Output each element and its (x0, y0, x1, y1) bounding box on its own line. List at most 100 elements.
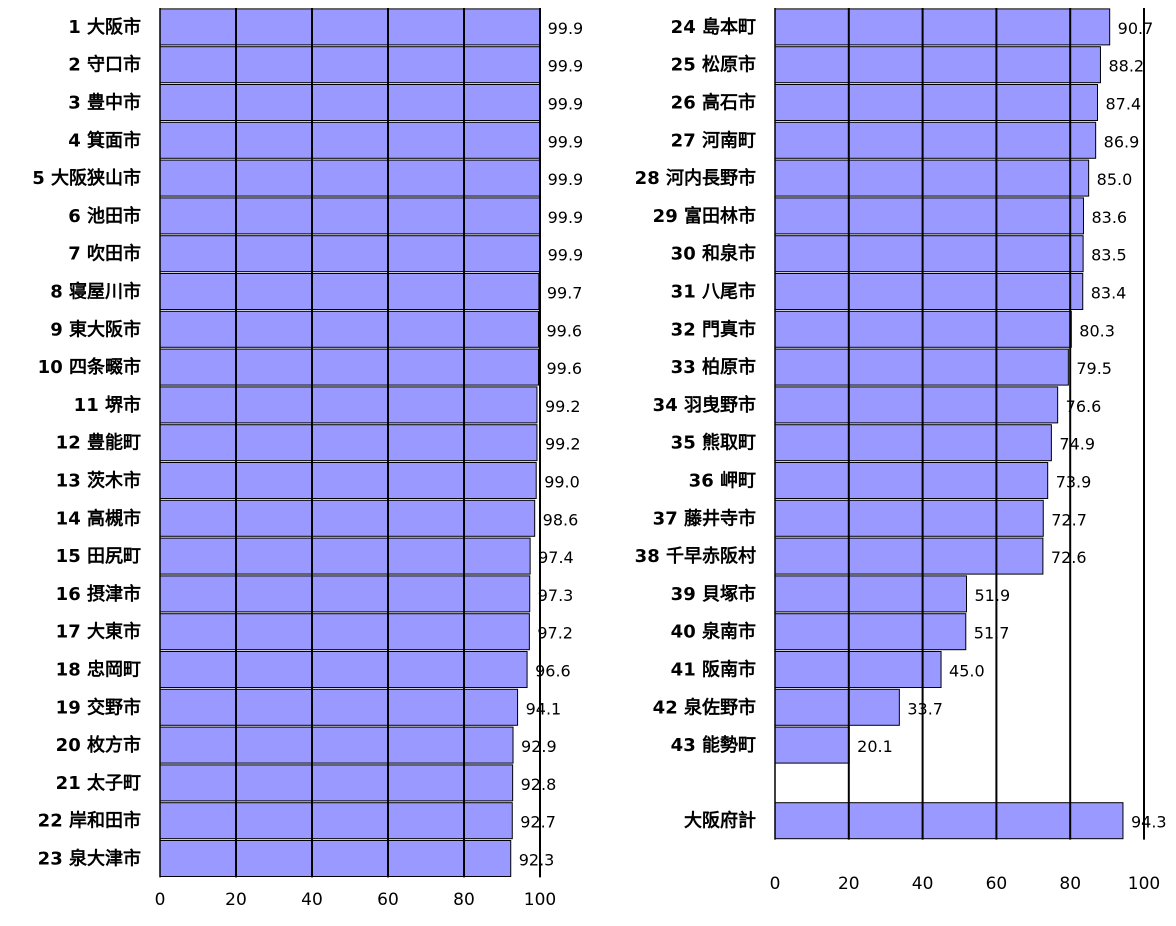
bar (774, 499, 1044, 537)
data-label: 99.9 (548, 208, 584, 227)
x-tick-label: 0 (770, 874, 781, 894)
category-label: 10 四条畷市 (38, 356, 141, 378)
category-label: 18 忠岡町 (56, 660, 141, 681)
data-label: 98.6 (543, 510, 579, 529)
x-tick-label: 40 (301, 890, 323, 910)
data-label: 99.9 (548, 132, 584, 151)
bar (774, 121, 1097, 159)
bar (159, 121, 541, 159)
category-label: 31 八尾市 (671, 281, 756, 303)
data-label: 51.7 (974, 624, 1010, 643)
bar (159, 537, 531, 575)
data-label: 88.2 (1108, 57, 1144, 76)
bar (159, 386, 538, 424)
data-label: 86.9 (1104, 132, 1140, 151)
category-label: 7 吹田市 (68, 243, 141, 265)
category-label: 30 和泉市 (671, 243, 756, 265)
data-label: 99.2 (545, 397, 581, 416)
bar (774, 726, 850, 764)
category-label: 12 豊能町 (56, 432, 141, 454)
data-label: 99.2 (545, 435, 581, 454)
bar (159, 273, 540, 310)
bar (774, 8, 1111, 46)
x-tick-label: 100 (1128, 874, 1160, 894)
x-tick-label: 40 (912, 874, 934, 894)
category-label: 1 大阪市 (68, 16, 141, 38)
data-label: 99.9 (548, 57, 584, 76)
bar (159, 159, 541, 197)
bar (159, 8, 541, 46)
data-label: 97.4 (538, 548, 574, 567)
category-label: 43 能勢町 (671, 734, 756, 756)
category-label: 41 阪南市 (671, 659, 756, 681)
category-label: 32 門真市 (671, 318, 756, 340)
bar (774, 575, 968, 613)
x-tick-label: 80 (453, 890, 475, 910)
category-label: 11 堺市 (74, 394, 141, 416)
category-label: 29 富田林市 (653, 205, 756, 227)
data-label: 94.3 (1131, 813, 1167, 832)
category-label: 大阪府計 (684, 810, 756, 832)
data-label: 83.5 (1091, 246, 1127, 265)
data-label: 33.7 (907, 699, 943, 718)
category-label: 16 摂津市 (56, 583, 141, 605)
bar (159, 613, 530, 651)
bar (159, 651, 528, 688)
category-label: 36 岬町 (689, 471, 756, 492)
category-label: 28 河内長野市 (635, 167, 756, 189)
data-label: 92.3 (519, 851, 555, 870)
category-label: 38 千早赤阪村 (635, 545, 756, 567)
data-label: 51.9 (975, 586, 1011, 605)
bar (159, 348, 539, 386)
category-label: 39 貝塚市 (671, 583, 756, 605)
category-label: 34 羽曳野市 (653, 394, 756, 416)
category-label: 21 太子町 (56, 772, 141, 794)
category-label: 6 池田市 (68, 205, 141, 227)
data-label: 87.4 (1106, 95, 1142, 114)
category-label: 20 枚方市 (56, 734, 141, 756)
data-label: 92.7 (520, 813, 556, 832)
category-label: 22 岸和田市 (38, 810, 141, 832)
category-label: 42 泉佐野市 (653, 696, 756, 718)
data-label: 72.6 (1051, 548, 1087, 567)
data-label: 85.0 (1097, 170, 1133, 189)
category-label: 27 河南町 (671, 129, 756, 151)
category-label: 14 高槻市 (56, 507, 141, 529)
x-tick-label: 20 (225, 890, 247, 910)
data-label: 45.0 (949, 662, 985, 681)
data-label: 99.9 (548, 19, 584, 38)
x-tick-label: 80 (1059, 874, 1081, 894)
data-label: 99.6 (546, 359, 582, 378)
bar (159, 802, 513, 840)
data-label: 99.0 (544, 473, 580, 492)
data-label: 80.3 (1079, 321, 1115, 340)
category-label: 15 田尻町 (56, 546, 141, 567)
category-label: 33 柏原市 (671, 356, 756, 378)
category-label: 17 大東市 (56, 621, 141, 643)
data-label: 99.9 (548, 246, 584, 265)
bar (774, 46, 1101, 84)
data-label: 97.2 (537, 624, 573, 643)
data-label: 73.9 (1056, 473, 1092, 492)
x-tick-label: 60 (377, 890, 399, 910)
data-label: 99.9 (548, 170, 584, 189)
bar (774, 159, 1090, 197)
data-label: 92.9 (521, 737, 557, 756)
bar (159, 46, 541, 84)
bar (774, 386, 1059, 424)
bar (774, 537, 1044, 575)
category-label: 25 松原市 (671, 54, 756, 76)
category-label: 4 箕面市 (68, 129, 141, 151)
category-label: 24 島本町 (671, 16, 756, 38)
data-label: 90.7 (1118, 19, 1154, 38)
data-label: 72.7 (1051, 510, 1087, 529)
data-label: 76.6 (1066, 397, 1102, 416)
data-label: 79.5 (1076, 359, 1112, 378)
category-label: 8 寝屋川市 (50, 281, 141, 303)
bar (159, 84, 541, 121)
data-label: 99.7 (547, 284, 583, 303)
bar (159, 575, 531, 613)
category-label: 19 交野市 (56, 696, 141, 718)
data-label: 83.4 (1091, 284, 1127, 303)
bar (159, 235, 541, 273)
